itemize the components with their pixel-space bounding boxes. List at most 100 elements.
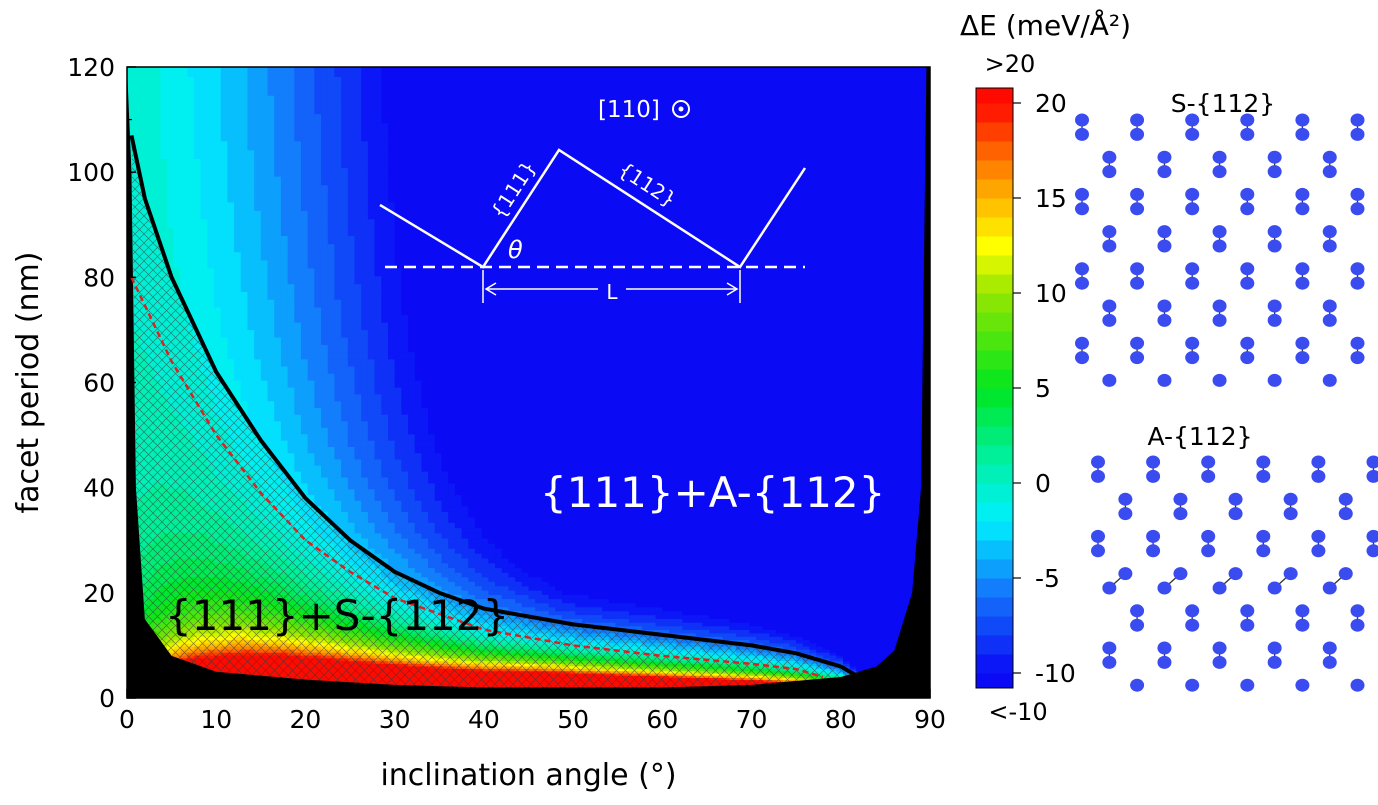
heatmap-cell: [274, 251, 282, 261]
heatmap-cell: [321, 322, 329, 331]
heatmap-cell: [247, 176, 255, 186]
heatmap-cell: [381, 259, 389, 269]
heatmap-cell: [367, 380, 376, 388]
heatmap-cell: [294, 414, 302, 422]
heatmap-cell: [220, 167, 228, 177]
heatmap-cell: [193, 259, 202, 269]
heatmap-cell: [254, 314, 262, 323]
heatmap-cell: [321, 113, 329, 124]
heatmap-cell: [287, 149, 295, 160]
heatmap-cell: [220, 158, 228, 168]
heatmap-cell: [347, 167, 356, 177]
heatmap-cell: [220, 235, 228, 245]
heatmap-cell: [374, 201, 382, 211]
heatmap-cell: [147, 167, 155, 177]
heatmap-cell: [294, 95, 302, 105]
heatmap-cell: [361, 243, 369, 253]
heatmap-cell: [240, 104, 249, 115]
heatmap-cell: [287, 140, 295, 151]
heatmap-cell: [307, 122, 315, 133]
heatmap-cell: [354, 393, 362, 402]
heatmap-cell: [234, 380, 242, 388]
heatmap-cell: [267, 67, 275, 78]
heatmap-cell: [167, 259, 175, 269]
heatmap-cell: [307, 314, 315, 323]
heatmap-cell: [334, 176, 342, 186]
heatmap-cell: [307, 464, 315, 472]
heatmap-cell: [307, 149, 315, 160]
heatmap-cell: [180, 67, 188, 78]
heatmap-cell: [240, 67, 249, 78]
heatmap-cell: [254, 193, 262, 203]
heatmap-cell: [314, 140, 322, 151]
heatmap-cell: [387, 440, 396, 448]
heatmap-cell: [367, 358, 376, 367]
heatmap-cell: [361, 516, 369, 523]
heatmap-cell: [267, 149, 275, 160]
heatmap-cell: [147, 95, 155, 105]
heatmap-cell: [234, 95, 242, 105]
heatmap-cell: [200, 67, 208, 78]
heatmap-cell: [367, 76, 376, 87]
heatmap-cell: [274, 176, 282, 186]
heatmap-cell: [374, 104, 382, 115]
heatmap-cell: [180, 267, 188, 277]
heatmap-cell: [354, 458, 362, 466]
heatmap-cell: [287, 351, 295, 360]
heatmap-cell: [327, 393, 336, 402]
heatmap-cell: [180, 218, 188, 228]
heatmap-cell: [387, 291, 396, 300]
heatmap-cell: [260, 104, 269, 115]
heatmap-cell: [274, 427, 282, 435]
heatmap-cell: [267, 104, 275, 115]
heatmap-cell: [314, 393, 322, 402]
heatmap-cell: [354, 452, 362, 460]
heatmap-cell: [307, 167, 315, 177]
heatmap-cell: [401, 440, 409, 448]
heatmap-cell: [193, 131, 202, 142]
heatmap-cell: [220, 149, 228, 160]
heatmap-cell: [160, 140, 168, 151]
heatmap-cell: [374, 511, 382, 518]
heatmap-cell: [207, 176, 215, 186]
heatmap-cell: [367, 373, 376, 381]
heatmap-cell: [254, 400, 262, 409]
heatmap-cell: [361, 471, 369, 478]
heatmap-cell: [334, 306, 342, 316]
heatmap-cell: [374, 452, 382, 460]
heatmap-cell: [160, 113, 168, 124]
heatmap-cell: [274, 306, 282, 316]
heatmap-cell: [327, 193, 336, 203]
heatmap-cell: [300, 149, 309, 160]
heatmap-cell: [193, 291, 202, 300]
heatmap-cell: [300, 104, 309, 115]
heatmap-cell: [321, 291, 329, 300]
heatmap-cell: [327, 76, 336, 87]
heatmap-cell: [374, 95, 382, 105]
heatmap-cell: [361, 227, 369, 236]
heatmap-cell: [200, 336, 208, 345]
heatmap-cell: [187, 291, 195, 300]
heatmap-cell: [394, 259, 402, 269]
heatmap-cell: [220, 176, 228, 186]
heatmap-cell: [247, 344, 255, 353]
heatmap-cell: [327, 176, 336, 186]
heatmap-cell: [387, 140, 396, 151]
heatmap-cell: [321, 299, 329, 308]
heatmap-cell: [327, 386, 336, 395]
heatmap-cell: [287, 167, 295, 177]
heatmap-cell: [321, 131, 329, 142]
heatmap-cell: [367, 184, 376, 194]
heatmap-cell: [287, 427, 295, 435]
heatmap-cell: [274, 283, 282, 293]
heatmap-cell: [173, 193, 182, 203]
heatmap-cell: [254, 283, 262, 293]
heatmap-cell: [361, 452, 369, 460]
heatmap-cell: [374, 420, 382, 428]
heatmap-cell: [200, 76, 208, 87]
heatmap-cell: [394, 386, 402, 395]
heatmap-cell: [254, 140, 262, 151]
heatmap-cell: [240, 365, 249, 374]
heatmap-cell: [254, 420, 262, 428]
heatmap-cell: [294, 458, 302, 466]
